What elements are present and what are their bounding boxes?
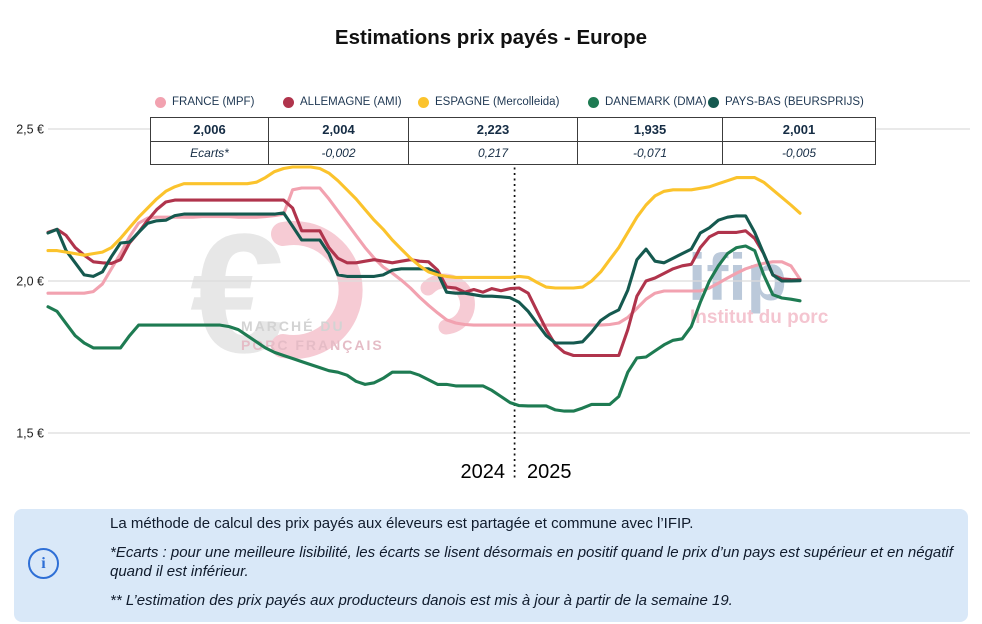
france-price-cell: 2,006 [150, 117, 269, 142]
legend-label-pays-bas: PAYS-BAS (BEURSPRIJS) [725, 96, 864, 108]
ifip-watermark-text: ifip [688, 240, 787, 314]
latest-prices-table: 2,006 2,004 2,223 1,935 2,001 Ecarts* -0… [150, 117, 876, 165]
mpf-watermark: €MARCHÉ DU PORC FRANÇAIS [190, 199, 475, 389]
ifip-watermark-subtext: Institut du porc [690, 307, 829, 328]
info-panel [14, 509, 968, 622]
table-row-values: 2,006 2,004 2,223 1,935 2,001 [150, 117, 876, 142]
info-line-ecarts-note: *Ecarts : pour une meilleure lisibilité,… [110, 543, 953, 581]
legend-item-france: FRANCE (MPF) [155, 96, 254, 108]
france-series-dot-icon [155, 96, 166, 108]
legend-label-france: FRANCE (MPF) [172, 96, 255, 108]
legend-item-espagne: ESPAGNE (Mercolleida) [418, 96, 559, 108]
espagne-price-cell: 2,223 [408, 117, 578, 142]
legend-item-allemagne: ALLEMAGNE (AMI) [283, 96, 402, 108]
legend-label-danemark: DANEMARK (DMA) [605, 96, 707, 108]
danemark-ecart-cell: -0,071 [577, 141, 723, 165]
legend-label-allemagne: ALLEMAGNE (AMI) [300, 96, 402, 108]
mpf-watermark-line2: PORC FRANÇAIS [241, 337, 384, 353]
table-row-ecarts: Ecarts* -0,002 0,217 -0,071 -0,005 [150, 141, 876, 165]
ecarts-label-cell: Ecarts* [150, 141, 269, 165]
mpf-pig-curl-shape [271, 221, 363, 359]
y-axis-tick-label: 2,0 € [16, 275, 44, 289]
danemark-price-cell: 1,935 [577, 117, 723, 142]
legend-label-espagne: ESPAGNE (Mercolleida) [435, 96, 560, 108]
series-line-danemark [46, 244, 802, 413]
pays-bas-series-dot-icon [708, 96, 719, 108]
series-line-allemagne [46, 198, 802, 358]
allemagne-price-cell: 2,004 [268, 117, 409, 142]
series-line-espagne [46, 165, 802, 290]
mpf-watermark-line1: MARCHÉ DU [241, 318, 345, 334]
legend-item-danemark: DANEMARK (DMA) [588, 96, 707, 108]
pays-bas-ecart-cell: -0,005 [722, 141, 876, 165]
x-axis-year-2024: 2024 [460, 461, 506, 483]
danemark-series-dot-icon [588, 96, 599, 108]
info-circle-icon: i [28, 548, 59, 579]
info-line-method: La méthode de calcul des prix payés aux … [110, 515, 694, 532]
y-axis-tick-label: 2,5 € [16, 123, 44, 137]
legend-item-pays-bas: PAYS-BAS (BEURSPRIJS) [708, 96, 864, 108]
espagne-series-dot-icon [418, 96, 429, 108]
allemagne-series-dot-icon [283, 96, 294, 108]
page-title: Estimations prix payés - Europe [334, 26, 648, 49]
info-line-danish-note: ** L’estimation des prix payés aux produ… [110, 591, 733, 609]
allemagne-ecart-cell: -0,002 [268, 141, 409, 165]
x-axis-year-2025: 2025 [527, 461, 572, 483]
espagne-ecart-cell: 0,217 [408, 141, 578, 165]
info-panel-text: La méthode de calcul des prix payés aux … [110, 514, 966, 619]
pays-bas-price-cell: 2,001 [722, 117, 876, 142]
euro-watermark-glyph: € [190, 199, 285, 389]
y-axis-tick-label: 1,5 € [16, 427, 44, 441]
